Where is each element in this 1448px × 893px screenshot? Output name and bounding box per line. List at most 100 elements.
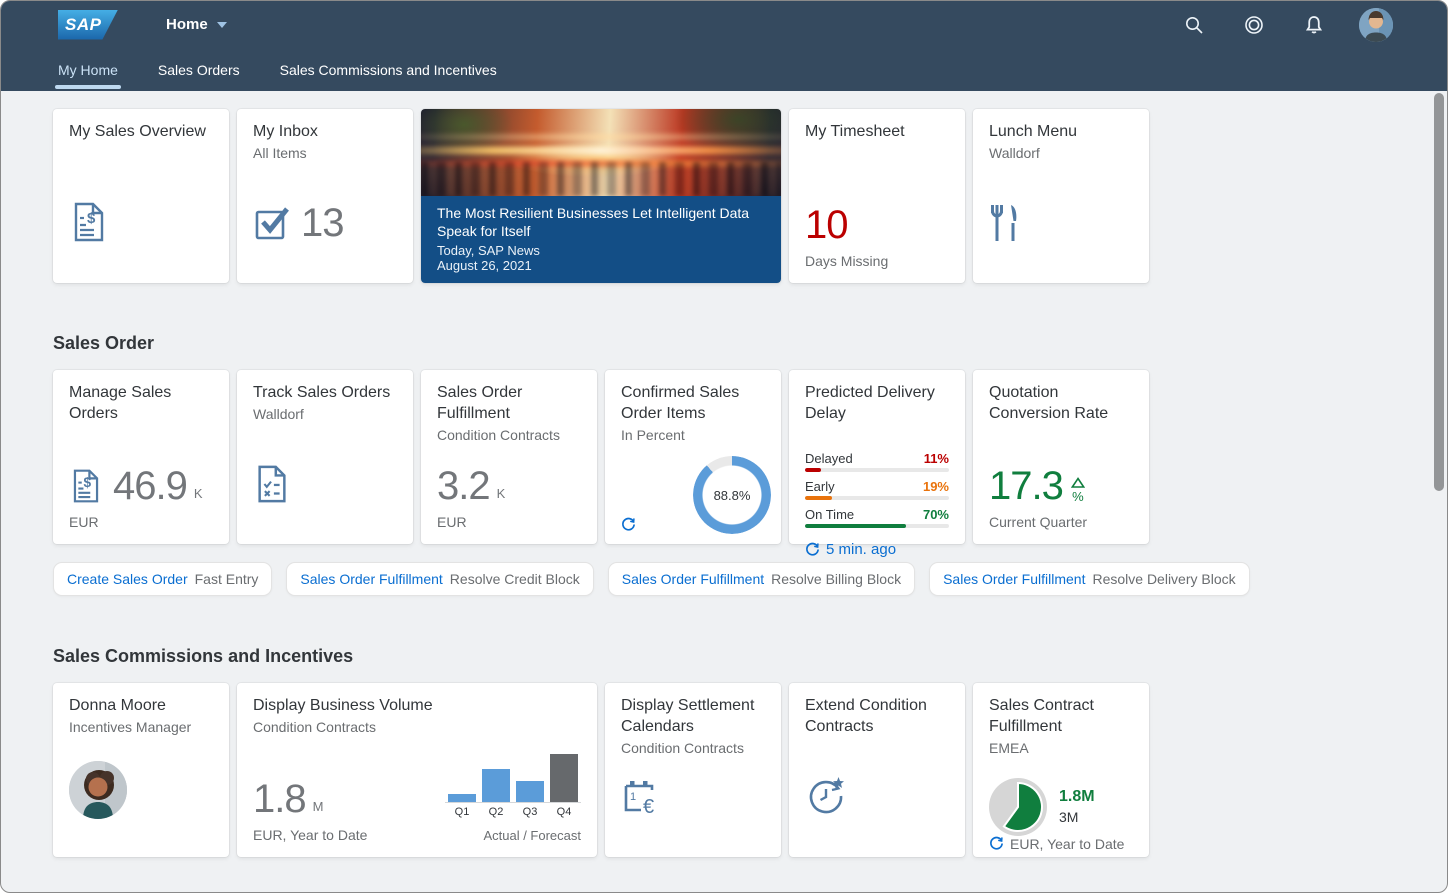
copilot-icon[interactable]	[1239, 10, 1269, 40]
tile-title: Display Business Volume	[253, 696, 581, 717]
actual-bar	[482, 769, 510, 802]
user-avatar[interactable]	[1359, 8, 1393, 42]
news-source: Today, SAP News	[437, 243, 765, 258]
bar-label: Q2	[489, 806, 504, 818]
forecast-bar	[550, 754, 578, 802]
tile-title: Display Settlement Calendars	[621, 696, 765, 738]
link-resolve-credit-block[interactable]: Sales Order Fulfillment Resolve Credit B…	[286, 562, 593, 596]
tile-subtitle: EMEA	[989, 740, 1133, 756]
tile-subtitle: Walldorf	[253, 406, 397, 422]
tile-my-inbox[interactable]: My Inbox All Items 13	[237, 109, 413, 283]
delay-row-ontime: On Time 70%	[805, 507, 949, 528]
tile-title: Quotation Conversion Rate	[989, 383, 1133, 425]
timesheet-kpi: 10	[805, 205, 949, 245]
manage-orders-value: 46.9	[113, 466, 187, 506]
tile-lunch-menu[interactable]: Lunch Menu Walldorf	[973, 109, 1149, 283]
business-volume-bar-chart: Q1Q2Q3Q4 Actual / Forecast	[445, 753, 581, 843]
shell-icons	[1179, 8, 1393, 42]
svg-text:$: $	[83, 475, 91, 490]
trend-up-indicator: %	[1071, 477, 1085, 504]
tab-sales-commissions[interactable]: Sales Commissions and Incentives	[280, 48, 497, 91]
tile-my-sales-overview[interactable]: My Sales Overview $	[53, 109, 229, 283]
tile-predicted-delivery-delay[interactable]: Predicted Delivery Delay Delayed 11% Ear…	[789, 370, 965, 544]
refresh-status[interactable]: EUR, Year to Date	[989, 836, 1133, 852]
refresh-button[interactable]	[621, 517, 636, 532]
bar-column: Q3	[513, 753, 547, 818]
tile-display-business-volume[interactable]: Display Business Volume Condition Contra…	[237, 683, 597, 857]
tile-track-sales-orders[interactable]: Track Sales Orders Walldorf	[237, 370, 413, 544]
tile-title: Extend Condition Contracts	[805, 696, 949, 738]
tile-subtitle: Condition Contracts	[253, 719, 581, 735]
tile-subtitle: In Percent	[621, 427, 765, 443]
quotation-kpi: 17.3 %	[989, 466, 1133, 506]
bar-label: Q4	[557, 806, 572, 818]
tab-sales-orders[interactable]: Sales Orders	[158, 48, 240, 91]
link-create-sales-order[interactable]: Create Sales Order Fast Entry	[53, 562, 272, 596]
commissions-tile-row: Donna Moore Incentives Manager Display B	[53, 683, 1447, 857]
shell-brand-row: SAP Home	[1, 1, 1447, 48]
link-sub-label: Resolve Delivery Block	[1092, 571, 1235, 587]
notifications-icon[interactable]	[1299, 10, 1329, 40]
refresh-status[interactable]: 5 min. ago	[805, 541, 949, 558]
checklist-document-icon	[253, 464, 397, 504]
harvey-ball-chart	[989, 778, 1047, 836]
bar-label: Q1	[455, 806, 470, 818]
link-main-label: Create Sales Order	[67, 571, 188, 587]
manage-orders-unit: K	[194, 486, 203, 501]
section-title-sales-order: Sales Order	[53, 333, 1447, 354]
tile-my-timesheet[interactable]: My Timesheet 10 Days Missing	[789, 109, 965, 283]
timesheet-label: Days Missing	[805, 253, 949, 269]
news-date: August 26, 2021	[437, 258, 765, 273]
vertical-scrollbar[interactable]	[1434, 93, 1444, 491]
bar-column: Q1	[445, 753, 479, 818]
tab-label: My Home	[58, 62, 118, 78]
timesheet-value: 10	[805, 205, 848, 245]
home-tabs: My Home Sales Orders Sales Commissions a…	[1, 48, 1447, 91]
contract-fulfillment-body: 1.8M 3M	[989, 778, 1133, 836]
news-photo	[421, 109, 781, 196]
quick-link-row: Create Sales Order Fast Entry Sales Orde…	[53, 562, 1447, 596]
sales-document-icon: $	[69, 467, 103, 505]
inbox-kpi: 13	[253, 203, 397, 243]
app-window: SAP Home	[0, 0, 1448, 893]
tile-title: Confirmed Sales Order Items	[621, 383, 765, 425]
quotation-value: 17.3	[989, 466, 1063, 506]
link-resolve-billing-block[interactable]: Sales Order Fulfillment Resolve Billing …	[608, 562, 915, 596]
link-resolve-delivery-block[interactable]: Sales Order Fulfillment Resolve Delivery…	[929, 562, 1250, 596]
bar-label: Q3	[523, 806, 538, 818]
tab-my-home[interactable]: My Home	[58, 48, 118, 91]
cf-period-label: EUR, Year to Date	[1010, 836, 1124, 852]
tile-extend-condition-contracts[interactable]: Extend Condition Contracts	[789, 683, 965, 857]
bar-column: Q2	[479, 753, 513, 818]
link-main-label: Sales Order Fulfillment	[943, 571, 1085, 587]
tile-sales-contract-fulfillment[interactable]: Sales Contract Fulfillment EMEA 1.8M 3M	[973, 683, 1149, 857]
tile-title: Donna Moore	[69, 696, 213, 717]
meal-icon	[989, 203, 1133, 243]
search-icon[interactable]	[1179, 10, 1209, 40]
svg-text:1: 1	[630, 791, 636, 803]
section-title-commissions: Sales Commissions and Incentives	[53, 646, 1447, 667]
delay-row-delayed: Delayed 11%	[805, 451, 949, 472]
donut-value-label: 88.8%	[693, 456, 771, 534]
tile-display-settlement-calendars[interactable]: Display Settlement Calendars Condition C…	[605, 683, 781, 857]
sales-document-icon: $	[69, 201, 213, 243]
shell-header: SAP Home	[1, 1, 1447, 91]
actual-bar	[448, 794, 476, 802]
inbox-count: 13	[301, 203, 344, 243]
tile-title: My Inbox	[253, 122, 397, 143]
tile-news[interactable]: The Most Resilient Businesses Let Intell…	[421, 109, 781, 283]
tile-sales-order-fulfillment[interactable]: Sales Order Fulfillment Condition Contra…	[421, 370, 597, 544]
svg-text:$: $	[87, 210, 96, 227]
tile-manage-sales-orders[interactable]: Manage Sales Orders $ 46.9 K EUR	[53, 370, 229, 544]
tile-donna-moore[interactable]: Donna Moore Incentives Manager	[53, 683, 229, 857]
news-headline: The Most Resilient Businesses Let Intell…	[437, 205, 757, 240]
sap-logo[interactable]: SAP	[58, 10, 118, 40]
shell-title-menu[interactable]: Home	[166, 16, 227, 33]
row-value: 11%	[924, 451, 949, 466]
fulfillment-currency: EUR	[437, 514, 581, 530]
tab-label: Sales Commissions and Incentives	[280, 62, 497, 78]
tile-quotation-conversion-rate[interactable]: Quotation Conversion Rate 17.3 % Current…	[973, 370, 1149, 544]
link-main-label: Sales Order Fulfillment	[300, 571, 442, 587]
tile-confirmed-sales-order-items[interactable]: Confirmed Sales Order Items In Percent 8…	[605, 370, 781, 544]
row-value: 19%	[923, 479, 949, 494]
